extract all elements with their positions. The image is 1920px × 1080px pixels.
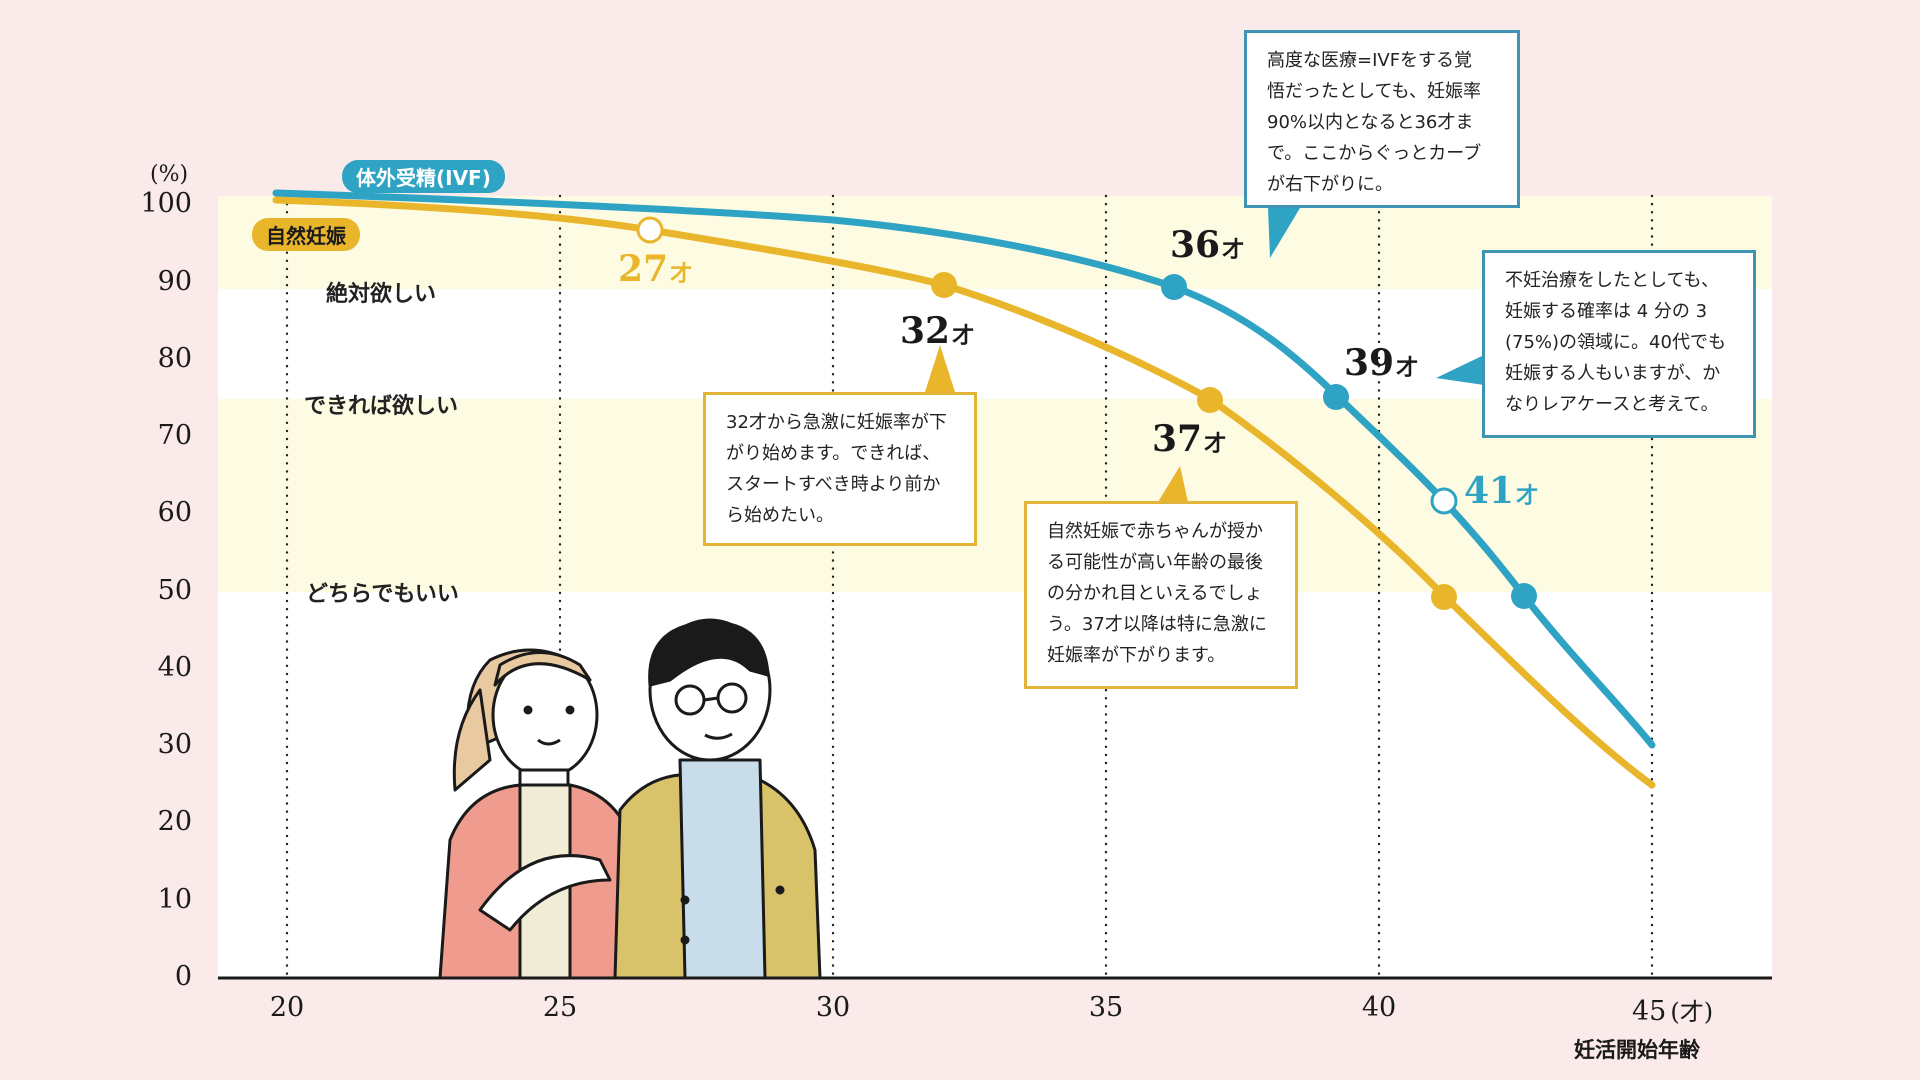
y-tick-40: 40	[157, 652, 192, 683]
y-tick-90: 90	[157, 266, 192, 297]
y-tick-60: 60	[157, 497, 192, 528]
callout-natural-37: 自然妊娠で赤ちゃんが授か る可能性が高い年齢の最後 の分かれ目といえるでしょ う…	[1024, 501, 1298, 689]
callout-natural-32: 32才から急激に妊娠率が下 がり始めます。できれば、 スタートすべき時より前か …	[703, 392, 977, 546]
marker-ivf-36	[1161, 274, 1187, 300]
legend-ivf: 体外受精(IVF)	[342, 160, 505, 193]
marker-natural-32	[931, 272, 957, 298]
band-label-either: どちらでもいい	[306, 582, 459, 607]
marker-ivf-42	[1511, 583, 1537, 609]
y-tick-20: 20	[157, 806, 192, 837]
x-tick-35: 35	[1088, 992, 1124, 1023]
y-tick-100: 100	[140, 188, 192, 219]
x-tick-30: 30	[815, 992, 851, 1023]
x-axis-title: 妊活開始年齢	[1574, 1038, 1700, 1062]
couple-illustration	[438, 618, 822, 978]
age-label-37: 37才	[1152, 418, 1227, 460]
marker-ivf-41	[1430, 487, 1458, 515]
callout-tail-nat-32	[925, 345, 955, 392]
callout-ivf-36: 高度な医療=IVFをする覚 悟だったとしても、妊娠率 90%以内となると36才ま…	[1244, 30, 1520, 208]
legend-natural: 自然妊娠	[252, 218, 360, 251]
y-tick-80: 80	[157, 343, 192, 374]
callout-ivf-39: 不妊治療をしたとしても、 妊娠する確率は 4 分の 3 (75%)の領域に。40…	[1482, 250, 1756, 438]
natural-pregnancy-line	[272, 196, 1656, 789]
age-label-41: 41才	[1464, 470, 1539, 512]
marker-natural-37	[1197, 387, 1223, 413]
marker-natural-27	[636, 216, 664, 244]
band-label-preferably: できれば欲しい	[304, 394, 459, 419]
age-label-27: 27才	[618, 248, 693, 290]
y-tick-70: 70	[157, 420, 192, 451]
age-label-36: 36才	[1170, 224, 1245, 266]
x-tick-40: 40	[1361, 992, 1397, 1023]
y-tick-30: 30	[157, 729, 192, 760]
y-tick-50: 50	[157, 575, 192, 606]
callout-tail-ivf-39	[1436, 355, 1484, 385]
marker-ivf-39	[1323, 384, 1349, 410]
y-axis-unit: (%)	[150, 162, 189, 187]
band-label-absolute: 絶対欲しい	[326, 282, 437, 307]
y-tick-10: 10	[157, 884, 192, 915]
age-label-32: 32才	[900, 310, 975, 352]
x-tick-20: 20	[269, 992, 305, 1023]
x-tick-45: 45 (才)	[1632, 996, 1714, 1027]
y-tick-0: 0	[174, 961, 192, 992]
x-axis-unit: (才)	[1670, 998, 1714, 1026]
callout-tail-nat-37	[1158, 466, 1188, 502]
age-label-39: 39才	[1344, 342, 1419, 384]
marker-natural-41	[1431, 584, 1457, 610]
x-tick-25: 25	[542, 992, 578, 1023]
callout-tail-ivf-36	[1268, 208, 1300, 258]
